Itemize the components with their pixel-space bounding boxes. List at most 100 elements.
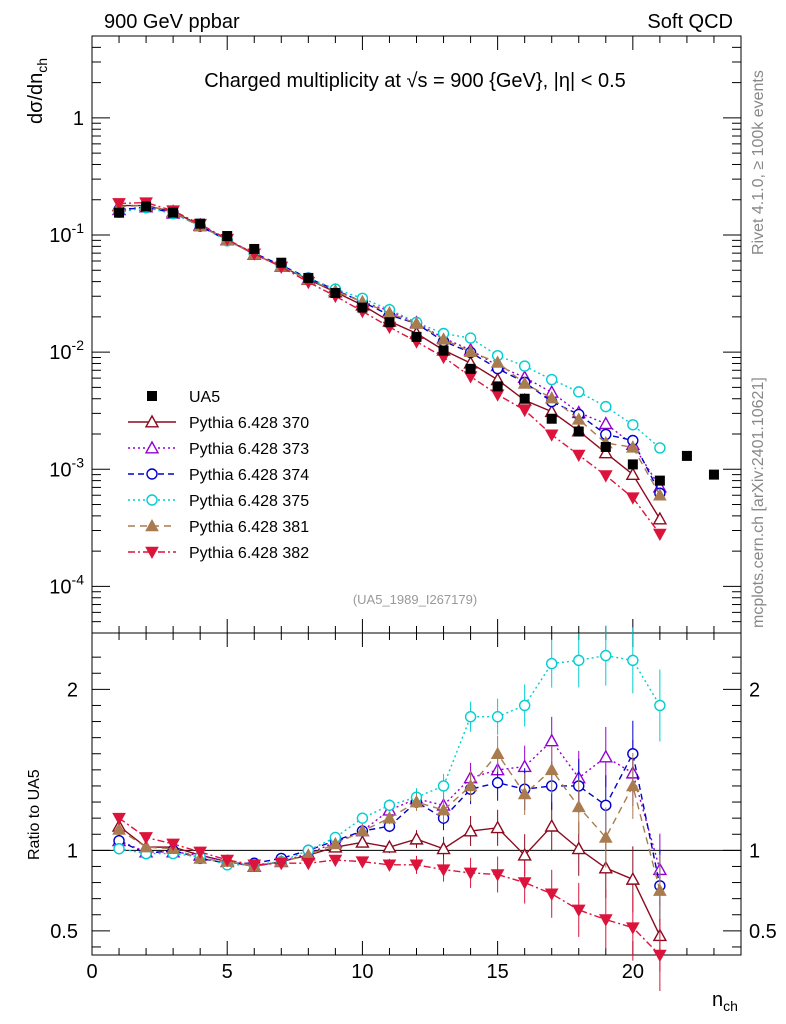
data-point (303, 272, 314, 283)
data-point (356, 812, 369, 824)
legend-label: Pythia 6.428 375 (189, 493, 309, 510)
data-point (573, 654, 585, 667)
data-point (546, 413, 557, 424)
x-tick-label: 15 (487, 961, 509, 983)
data-point (328, 836, 343, 850)
data-point (492, 381, 503, 392)
series-line (119, 201, 661, 535)
data-point (490, 355, 505, 368)
data-point (465, 363, 476, 374)
y-tick-label: 10-4 (49, 571, 84, 598)
data-point (598, 830, 613, 843)
data-point (139, 832, 153, 845)
data-point (653, 488, 667, 501)
data-point (355, 834, 370, 848)
data-point (301, 857, 316, 871)
side-label-bottom: mcplots.cern.ch [arXiv:2401.10621] (750, 377, 767, 628)
y-tick-label: 10-1 (49, 220, 84, 247)
data-point (490, 869, 505, 882)
data-point (517, 847, 532, 861)
ratio-panel (92, 625, 741, 991)
data-point (463, 867, 478, 880)
data-point (544, 818, 559, 832)
data-point (517, 786, 532, 800)
data-point (598, 416, 613, 430)
y-tick-label: 10-3 (49, 454, 84, 481)
data-point (654, 442, 666, 454)
ratio-tick-label: 0.5 (50, 921, 78, 943)
data-point (598, 445, 613, 459)
legend-label: Pythia 6.428 370 (189, 415, 309, 432)
data-point (600, 441, 611, 452)
x-tick-label: 5 (222, 961, 233, 983)
data-point (383, 799, 396, 811)
data-point (464, 332, 477, 344)
data-point (625, 492, 640, 505)
data-point (144, 440, 160, 454)
data-point (490, 389, 505, 402)
data-point (625, 440, 640, 453)
x-tick-label: 0 (86, 961, 97, 983)
y-axis-title: dσ/dnch (25, 58, 50, 124)
data-point (627, 459, 638, 470)
series-ratio-line (118, 752, 661, 891)
legend-label: Pythia 6.428 373 (189, 441, 309, 458)
data-point (464, 711, 477, 723)
ratio-axis-title: Ratio to UA5 (26, 769, 43, 860)
data-point (139, 840, 153, 853)
data-point (463, 778, 478, 792)
data-point (220, 854, 235, 868)
legend-label: Pythia 6.428 381 (189, 519, 309, 536)
legend-label: UA5 (189, 389, 220, 406)
data-point (145, 546, 159, 560)
ratio-tick-label-right: 0.5 (749, 921, 777, 943)
data-point (355, 824, 370, 837)
data-point (409, 316, 424, 329)
header-left: 900 GeV ppbar (104, 11, 240, 33)
data-point (166, 838, 180, 851)
data-point (146, 494, 158, 506)
data-point (438, 345, 449, 356)
data-point (436, 803, 451, 816)
data-point (598, 914, 613, 927)
data-point (141, 201, 152, 212)
data-point (463, 344, 478, 358)
main-panel (111, 197, 719, 542)
data-point (517, 376, 532, 389)
data-point (573, 426, 584, 437)
side-label-top: Rivet 4.1.0, ≥ 100k events (750, 70, 767, 255)
data-point (112, 812, 126, 826)
data-point (114, 207, 125, 218)
series-ratio-line (118, 739, 661, 870)
data-point (195, 218, 206, 229)
data-point (652, 511, 668, 525)
data-point (544, 762, 559, 776)
data-point (436, 841, 451, 855)
ratio-tick-label-right: 2 (749, 679, 760, 701)
x-tick-label: 10 (351, 961, 373, 983)
data-point (490, 820, 505, 834)
ratio-tick-label: 1 (67, 840, 78, 862)
data-point (600, 649, 612, 662)
data-point (249, 243, 260, 254)
data-point (518, 360, 531, 372)
data-point (653, 528, 667, 542)
data-point (573, 386, 585, 398)
data-point (625, 922, 640, 935)
data-point (436, 864, 451, 877)
data-point (708, 469, 719, 480)
data-point (276, 257, 287, 268)
data-point (382, 839, 397, 853)
data-point (653, 949, 667, 963)
data-point (546, 373, 558, 386)
data-point (571, 841, 586, 855)
data-point (517, 404, 532, 418)
header-right: Soft QCD (647, 11, 733, 33)
data-point (168, 207, 179, 218)
data-point (571, 799, 586, 813)
data-point (409, 859, 424, 872)
data-point (625, 467, 641, 481)
legend: UA5 Pythia 6.428 370 Pythia 6.428 373 Pythi… (128, 389, 309, 562)
data-point (409, 795, 424, 808)
data-point (144, 414, 160, 428)
